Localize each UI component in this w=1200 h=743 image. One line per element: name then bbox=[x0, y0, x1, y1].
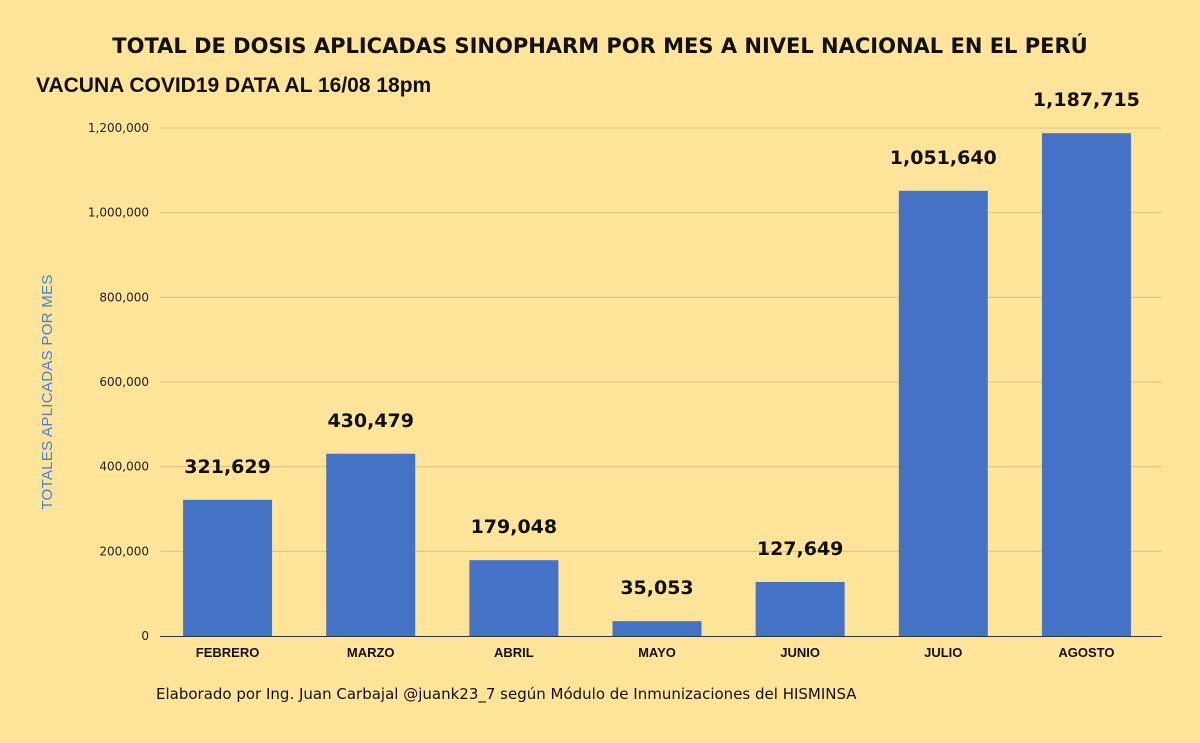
x-tick-label: MARZO bbox=[347, 645, 395, 660]
bars bbox=[183, 133, 1131, 637]
y-tick-label: 1,000,000 bbox=[88, 206, 149, 220]
y-tick-label: 800,000 bbox=[99, 290, 149, 304]
x-tick-label: ABRIL bbox=[494, 645, 534, 660]
x-tick-label: JULIO bbox=[924, 645, 962, 660]
data-label-agosto: 1,187,715 bbox=[1033, 89, 1140, 111]
data-label-junio: 127,649 bbox=[757, 538, 844, 560]
data-label-abril: 179,048 bbox=[471, 516, 558, 538]
y-tick-label: 0 bbox=[141, 629, 149, 643]
y-tick-label: 400,000 bbox=[99, 460, 149, 474]
data-label-mayo: 35,053 bbox=[620, 577, 693, 599]
footer-credit: Elaborado por Ing. Juan Carbajal @juank2… bbox=[156, 685, 857, 703]
x-axis-categories: FEBRERO MARZO ABRIL MAYO JUNIO JULIO AGOSTO bbox=[196, 645, 1115, 660]
bar-marzo bbox=[326, 453, 416, 636]
chart-subtitle: VACUNA COVID19 DATA AL 16/08 18pm bbox=[36, 74, 432, 97]
bar-julio bbox=[898, 190, 988, 637]
data-labels: 321,629 430,479 179,048 35,053 127,649 1,051,… bbox=[184, 89, 1140, 599]
x-tick-label: JUNIO bbox=[780, 645, 820, 660]
chart-title: TOTAL DE DOSIS APLICADAS SINOPHARM POR M… bbox=[112, 34, 1088, 58]
y-tick-label: 600,000 bbox=[99, 375, 149, 389]
x-tick-label: AGOSTO bbox=[1058, 645, 1114, 660]
data-label-febrero: 321,629 bbox=[184, 456, 271, 478]
x-tick-label: FEBRERO bbox=[196, 645, 260, 660]
bar-junio bbox=[755, 581, 845, 636]
y-axis-ticks: 0 200,000 400,000 600,000 800,000 1,000,000 1,… bbox=[88, 121, 149, 643]
bar-agosto bbox=[1041, 133, 1131, 636]
y-tick-label: 200,000 bbox=[99, 544, 149, 558]
data-label-julio: 1,051,640 bbox=[890, 147, 997, 169]
gridlines bbox=[160, 127, 1162, 552]
y-axis-label: TOTALES APLICADAS POR MES bbox=[39, 274, 56, 509]
bar-abril bbox=[469, 560, 559, 636]
data-label-marzo: 430,479 bbox=[327, 410, 414, 432]
x-tick-label: MAYO bbox=[638, 645, 676, 660]
bar-mayo bbox=[612, 621, 702, 636]
y-tick-label: 1,200,000 bbox=[88, 121, 149, 135]
bar-febrero bbox=[183, 499, 273, 636]
